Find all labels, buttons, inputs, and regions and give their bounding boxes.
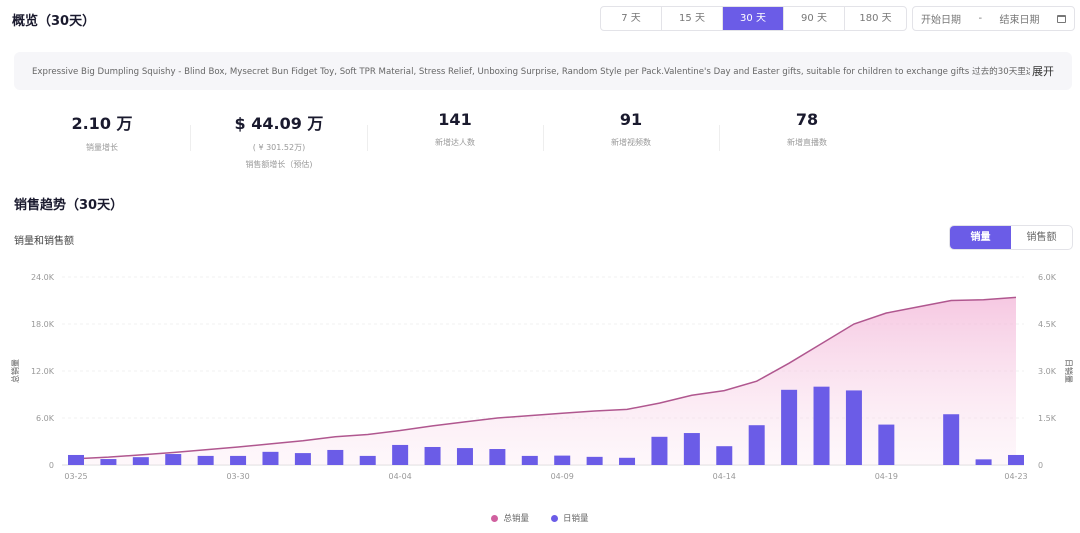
divider [543, 125, 544, 151]
range-7d[interactable]: 7 天 [601, 7, 662, 30]
daily-sales-bar [68, 454, 84, 465]
stat-sub-value: ( ¥ 301.52万) [252, 143, 306, 152]
left-tick-label: 0 [49, 461, 54, 470]
daily-sales-bar [100, 459, 117, 465]
x-tick-label: 04-09 [551, 472, 574, 481]
stat-label: 销售额增长（预估) [245, 160, 313, 169]
total-sales-line [75, 296, 1017, 460]
daily-sales-bar [359, 455, 376, 465]
stat-value: 78 [795, 110, 819, 129]
stat-label: 新增视频数 [611, 138, 651, 147]
x-tick-label: 04-19 [875, 472, 898, 481]
stat-new-videos: 91 新增视频数 [543, 110, 719, 148]
daily-sales-bar [716, 446, 733, 465]
stat-label: 新增达人数 [435, 138, 475, 147]
range-180d[interactable]: 180 天 [859, 13, 892, 24]
daily-sales-bar [845, 390, 862, 465]
chart-legend: 总销量 日销量 [0, 512, 1080, 524]
x-tick-label: 04-14 [713, 472, 736, 481]
daily-sales-bar [748, 425, 765, 465]
metric-toggle: 销量 销售额 [949, 225, 1073, 250]
daily-sales-bar [1008, 454, 1024, 465]
legend-label: 日销量 [563, 514, 589, 524]
daily-sales-bar [262, 451, 279, 465]
right-tick-label: 4.5K [1038, 320, 1057, 329]
daily-sales-bar [456, 448, 473, 465]
daily-sales-bar [878, 424, 895, 465]
daily-sales-bar [975, 459, 992, 465]
toggle-sales-volume[interactable]: 销量 [950, 226, 1011, 249]
daily-sales-bar [651, 436, 668, 465]
daily-sales-bar [327, 449, 344, 465]
daily-sales-bar [392, 444, 409, 465]
x-tick-label: 04-04 [389, 472, 412, 481]
daily-sales-bar [813, 386, 830, 465]
legend-label: 总销量 [503, 514, 529, 524]
right-tick-label: 0 [1038, 461, 1043, 470]
stat-value: $ 44.09 万 [234, 114, 324, 133]
divider [367, 125, 368, 151]
divider [719, 125, 720, 151]
left-tick-label: 24.0K [31, 273, 55, 282]
legend-item-total[interactable]: 总销量 [491, 512, 529, 524]
range-30d[interactable]: 30 天 [723, 7, 784, 30]
legend-item-daily[interactable]: 日销量 [551, 512, 589, 524]
page-title: 概览（30天） [12, 14, 96, 29]
x-tick-label: 03-25 [64, 472, 87, 481]
range-90d[interactable]: 90 天 [784, 7, 845, 30]
sales-trend-title: 销售趋势（30天） [14, 198, 124, 213]
stat-new-creators: 141 新增达人数 [367, 110, 543, 148]
daily-sales-bar [781, 389, 798, 465]
left-axis-title: 总销量 [10, 359, 20, 383]
daily-sales-bar [132, 457, 149, 465]
left-tick-label: 18.0K [31, 320, 55, 329]
divider [190, 125, 191, 151]
legend-dot-icon [551, 515, 558, 522]
right-tick-label: 6.0K [1038, 273, 1057, 282]
right-tick-label: 3.0K [1038, 367, 1057, 376]
start-date-input[interactable]: 开始日期 [921, 15, 961, 26]
sales-trend-chart: 0 0 6.0K 1.5K 12.0K 3.0K 18.0K 4.5K 24.0K 6.0K 03-… [10, 273, 1074, 481]
daily-sales-bar [197, 455, 214, 465]
chart-subtitle: 销量和销售额 [14, 236, 74, 247]
daily-sales-bar [489, 449, 506, 465]
range-selector: 7 天 15 天 30 天 90 天 180 天 [600, 6, 907, 31]
stat-sales-growth: 2.10 万 销量增长 [14, 110, 190, 153]
daily-sales-bar [165, 454, 182, 465]
daily-sales-bar [521, 455, 538, 465]
daily-sales-bar [943, 414, 960, 465]
x-tick-label: 04-23 [1004, 472, 1027, 481]
x-tick-label: 03-30 [226, 472, 249, 481]
expand-link[interactable]: 展开 [1032, 65, 1054, 78]
stat-revenue-growth: $ 44.09 万 ( ¥ 301.52万) 销售额增长（预估) [191, 110, 367, 170]
right-axis-title: 日销量 [1064, 359, 1074, 383]
stat-value: 141 [438, 110, 472, 129]
legend-dot-icon [491, 515, 499, 522]
product-description-banner: Expressive Big Dumpling Squishy - Blind … [14, 52, 1072, 90]
daily-sales-bar [424, 446, 441, 465]
range-15d[interactable]: 15 天 [662, 7, 723, 30]
end-date-input[interactable]: 结束日期 [999, 15, 1040, 26]
daily-sales-bar [554, 455, 571, 465]
daily-sales-bar [230, 455, 247, 465]
stat-new-lives: 78 新增直播数 [719, 110, 895, 148]
daily-sales-bar [586, 456, 603, 465]
date-separator: - [978, 13, 983, 24]
stat-label: 新增直播数 [787, 138, 827, 147]
daily-sales-bar [294, 453, 311, 465]
stat-value: 91 [619, 110, 643, 129]
calendar-icon [1056, 14, 1066, 23]
left-tick-label: 12.0K [31, 367, 55, 376]
product-description: Expressive Big Dumpling Squishy - Blind … [32, 67, 1030, 77]
stat-label: 销量增长 [86, 143, 118, 152]
total-sales-area [76, 297, 1016, 465]
daily-sales-bar [683, 433, 700, 465]
stat-value: 2.10 万 [71, 114, 133, 133]
toggle-sales-amount[interactable]: 销售额 [1026, 232, 1057, 243]
left-tick-label: 6.0K [36, 414, 55, 423]
right-tick-label: 1.5K [1038, 414, 1057, 423]
daily-sales-bar [619, 457, 636, 465]
date-range-picker[interactable]: 开始日期 - 结束日期 [912, 6, 1075, 31]
